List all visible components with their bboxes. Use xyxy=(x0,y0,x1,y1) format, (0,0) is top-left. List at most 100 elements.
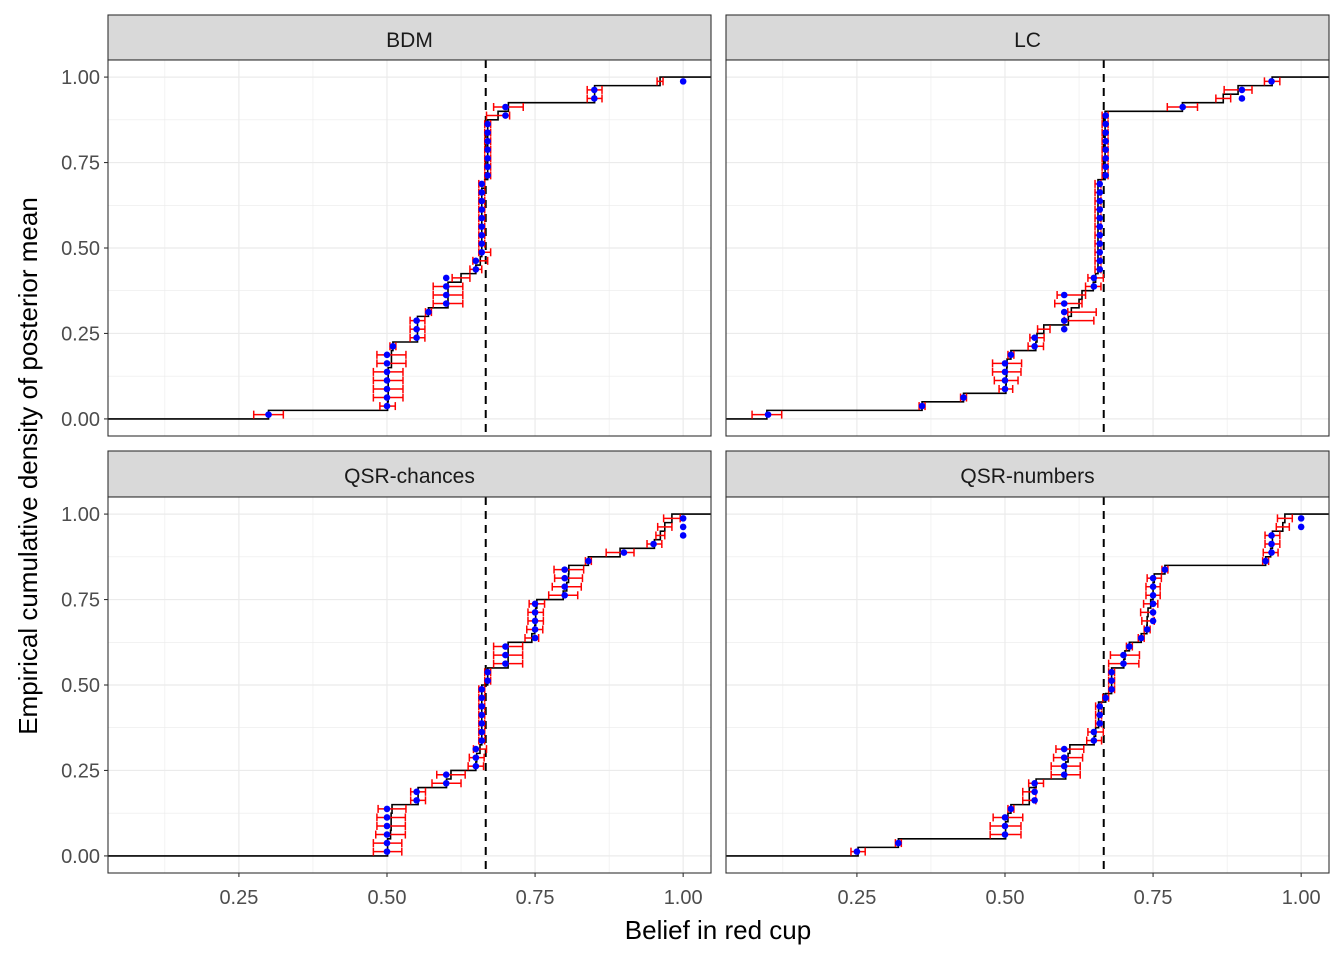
data-point xyxy=(383,805,391,813)
data-point xyxy=(1120,651,1127,659)
data-point xyxy=(1060,754,1068,761)
data-point xyxy=(425,308,432,316)
data-point xyxy=(1102,129,1109,136)
data-point xyxy=(1268,532,1275,539)
ecdf-step-line xyxy=(726,513,1329,857)
data-point xyxy=(478,248,486,256)
data-point xyxy=(502,660,509,667)
data-point xyxy=(1001,360,1009,367)
x-tick-label: 0.50 xyxy=(986,887,1025,909)
data-point xyxy=(1126,643,1133,650)
error-bar xyxy=(451,273,471,282)
data-point xyxy=(1001,822,1009,830)
data-point xyxy=(442,300,450,307)
data-point xyxy=(478,180,486,188)
data-point xyxy=(561,574,568,582)
y-axis-label: Empirical cumulative density of posterio… xyxy=(13,197,43,735)
data-point xyxy=(853,848,861,855)
data-point xyxy=(561,591,568,599)
data-point xyxy=(1007,351,1015,359)
data-point xyxy=(1149,609,1157,616)
data-point xyxy=(442,291,450,299)
data-point xyxy=(478,703,486,710)
x-tick-label: 1.00 xyxy=(664,887,703,909)
error-bar xyxy=(1215,94,1232,103)
data-point xyxy=(383,385,391,393)
data-point xyxy=(1090,737,1098,744)
panel-border xyxy=(725,59,1330,437)
error-bar xyxy=(1036,325,1051,334)
y-tick-label: 0.50 xyxy=(61,675,100,697)
data-point xyxy=(1096,703,1104,710)
error-bar xyxy=(377,804,407,813)
data-point xyxy=(1161,566,1169,573)
error-bar xyxy=(376,350,407,359)
data-point xyxy=(1102,137,1109,145)
panel-border xyxy=(725,496,1330,874)
data-point xyxy=(413,797,420,804)
data-point xyxy=(442,283,450,290)
x-tick-label: 0.25 xyxy=(837,887,876,909)
data-point xyxy=(478,240,486,248)
data-point xyxy=(502,651,509,659)
data-point xyxy=(265,411,272,418)
error-bar xyxy=(605,548,635,557)
data-point xyxy=(1102,154,1109,162)
data-point xyxy=(484,129,491,136)
data-point xyxy=(1102,163,1109,171)
data-point xyxy=(1001,368,1009,376)
data-point xyxy=(960,394,967,401)
x-tick-label: 0.75 xyxy=(1134,887,1173,909)
error-bar xyxy=(1275,522,1291,531)
data-point xyxy=(502,112,509,119)
data-point xyxy=(1179,103,1186,111)
y-tick-label: 0.75 xyxy=(61,590,100,612)
data-point xyxy=(1060,308,1068,316)
error-bar xyxy=(655,531,666,540)
x-tick-label: 0.50 xyxy=(368,887,407,909)
y-tick-label: 0.00 xyxy=(61,409,100,431)
data-point xyxy=(1031,788,1038,796)
data-point xyxy=(478,694,486,702)
data-point xyxy=(472,762,480,770)
data-point xyxy=(1007,805,1015,813)
data-point xyxy=(1108,685,1115,693)
data-point xyxy=(484,146,491,154)
data-point xyxy=(1060,771,1068,779)
data-point xyxy=(413,325,420,333)
data-point xyxy=(1108,668,1115,676)
data-point xyxy=(383,360,391,367)
facet-strip xyxy=(107,14,712,61)
data-point xyxy=(484,163,491,171)
data-point xyxy=(478,728,486,736)
data-point xyxy=(1096,266,1104,273)
data-point xyxy=(679,532,687,539)
data-point xyxy=(478,711,486,719)
data-point xyxy=(383,822,391,830)
data-point xyxy=(1031,797,1038,804)
facet-title: BDM xyxy=(386,29,433,52)
facet-title: LC xyxy=(1014,29,1041,52)
data-point xyxy=(478,214,486,222)
data-point xyxy=(383,402,391,410)
data-point xyxy=(472,754,480,761)
data-point xyxy=(484,120,491,128)
data-point xyxy=(502,643,509,650)
data-point xyxy=(1060,762,1068,770)
data-point xyxy=(1262,557,1269,565)
data-point xyxy=(1268,78,1275,85)
data-point xyxy=(561,583,568,591)
data-point xyxy=(1096,711,1104,719)
data-point xyxy=(389,342,397,350)
x-axis-label: Belief in red cup xyxy=(625,915,811,945)
data-point xyxy=(383,831,391,838)
data-point xyxy=(1102,112,1109,119)
data-point xyxy=(531,609,539,616)
data-point xyxy=(895,839,902,847)
data-point xyxy=(1001,377,1009,384)
data-point xyxy=(585,557,592,565)
data-point xyxy=(1060,745,1068,753)
data-point xyxy=(531,600,539,608)
y-tick-label: 0.00 xyxy=(61,846,100,868)
